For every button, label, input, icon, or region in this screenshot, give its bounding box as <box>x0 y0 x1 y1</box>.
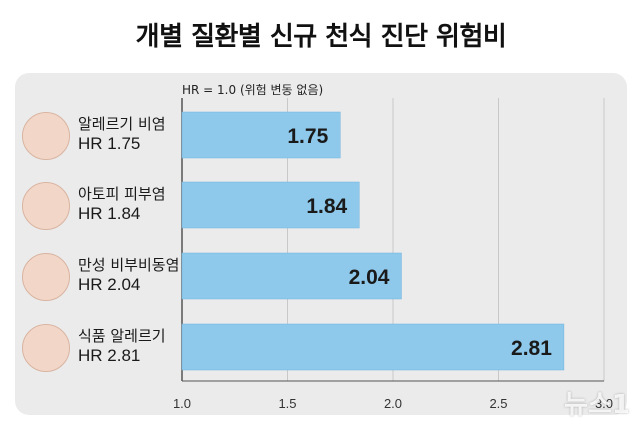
bar <box>181 323 565 371</box>
category-name: 식품 알레르기 <box>78 327 166 345</box>
x-tick-label: 1.5 <box>278 396 296 411</box>
hazard-ratio-label: HR 1.75 <box>78 134 141 153</box>
category-name: 알레르기 비염 <box>78 115 166 133</box>
category-label: 아토피 피부염 HR 1.84 <box>78 184 166 224</box>
bar <box>181 252 402 300</box>
nose-icon <box>22 112 70 160</box>
watermark: 뉴스1 <box>564 390 630 420</box>
bar <box>181 111 341 159</box>
category-name: 아토피 피부염 <box>78 185 166 203</box>
skin-icon <box>22 182 70 230</box>
bar-value-label: 1.84 <box>306 195 347 218</box>
bar <box>181 181 360 229</box>
category-label: 식품 알레르기 HR 2.81 <box>78 326 166 366</box>
sinus-icon <box>22 253 70 301</box>
x-tick-label: 1.0 <box>173 396 191 411</box>
category-label: 만성 비부비동염 HR 2.04 <box>78 255 179 295</box>
chart-title: 개별 질환별 신규 천식 진단 위험비 <box>135 22 507 52</box>
bar-value-label: 2.04 <box>349 266 390 289</box>
category-name: 만성 비부비동염 <box>78 256 180 274</box>
x-tick-label: 3.0 <box>595 396 613 411</box>
reference-label: HR = 1.0 (위험 변동 없음) <box>182 83 323 97</box>
food-allergy-icon <box>22 324 70 372</box>
x-tick-label: 2.5 <box>489 396 507 411</box>
hazard-ratio-label: HR 1.84 <box>78 204 141 223</box>
bar-value-label: 2.81 <box>511 337 552 360</box>
hazard-ratio-label: HR 2.04 <box>78 275 141 294</box>
x-tick-label: 2.0 <box>384 396 402 411</box>
hazard-ratio-label: HR 2.81 <box>78 346 141 365</box>
bar-value-label: 1.75 <box>287 125 328 148</box>
category-label: 알레르기 비염 HR 1.75 <box>78 114 166 154</box>
